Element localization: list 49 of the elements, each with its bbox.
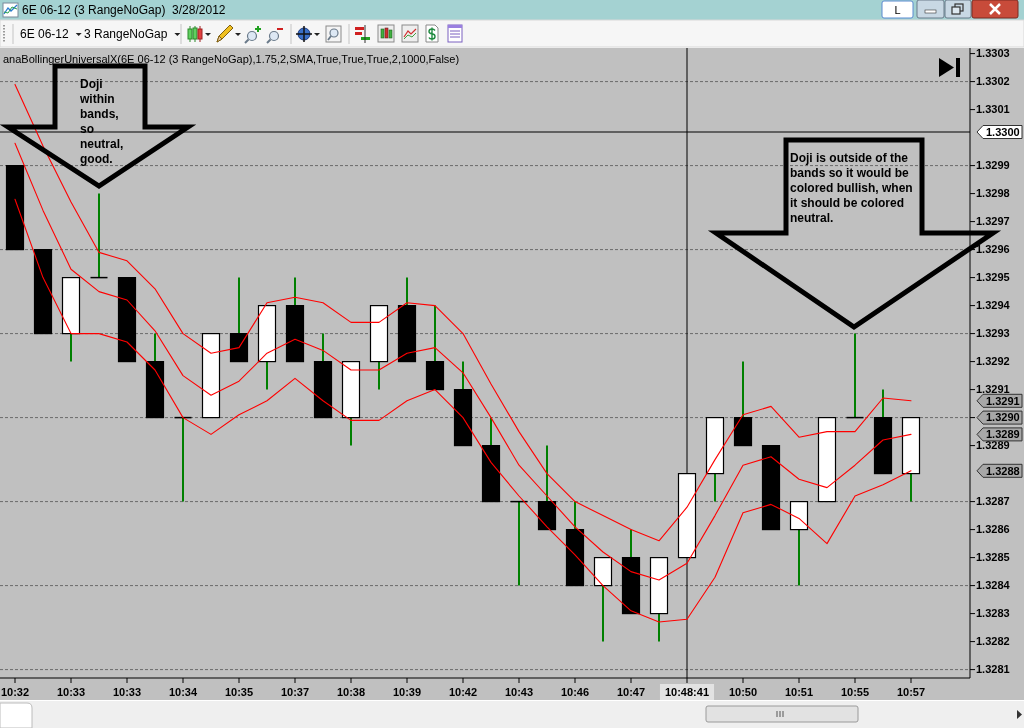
x-tick-label: 10:55 bbox=[840, 685, 870, 698]
y-tick-label: 1.3293 bbox=[976, 327, 1010, 340]
text: 1.3290 bbox=[986, 411, 1020, 424]
x-tick-label: 10:38 bbox=[336, 685, 366, 698]
text: 1.3289 bbox=[986, 428, 1020, 441]
y-tick-label: 1.3287 bbox=[976, 495, 1010, 508]
x-tick-label: 10:39 bbox=[392, 685, 422, 698]
y-tick-label: 1.3302 bbox=[976, 75, 1010, 88]
y-tick-label: 1.3282 bbox=[976, 635, 1010, 648]
x-tick-label: 10:47 bbox=[616, 685, 646, 698]
annotation: Doji is outside of the bands so it would be colored bullish, when it should be colored neutral. bbox=[790, 151, 913, 225]
text: L bbox=[894, 3, 901, 16]
y-tick-label: 1.3283 bbox=[976, 607, 1010, 620]
y-tick-label: 1.3284 bbox=[976, 579, 1011, 592]
x-tick-label: 10:46 bbox=[560, 685, 590, 698]
text: 3 RangeNoGap bbox=[84, 27, 168, 41]
text: 1.3291 bbox=[986, 394, 1020, 407]
x-tick-label: 10:35 bbox=[224, 685, 254, 698]
annotation: anaBollingerUniversalX(6E 06-12 (3 RangeNoGap),1.75,2,SMA,True,True,True,2,1000,False) bbox=[3, 53, 460, 65]
y-tick-label: 1.3299 bbox=[976, 159, 1010, 172]
x-tick-label: 10:42 bbox=[448, 685, 478, 698]
x-tick-label: 10:43 bbox=[504, 685, 534, 698]
x-tick-label: 10:57 bbox=[896, 685, 926, 698]
y-tick-label: 1.3297 bbox=[976, 215, 1010, 228]
y-tick-label: 1.3292 bbox=[976, 355, 1010, 368]
y-tick-label: 1.3296 bbox=[976, 243, 1010, 256]
y-tick-label: 1.3301 bbox=[976, 103, 1010, 116]
x-tick-label: 10:50 bbox=[728, 685, 758, 698]
annotation: Doji within bands, so neutral, good. bbox=[79, 77, 124, 166]
y-tick-label: 1.3281 bbox=[976, 663, 1010, 676]
x-tick-label: 10:51 bbox=[784, 685, 814, 698]
y-tick-label: 1.3295 bbox=[976, 271, 1010, 284]
ref-line-label: 1.3300 bbox=[986, 125, 1020, 138]
chart-title: 6E 06-12 (3 RangeNoGap) 3/28/2012 bbox=[22, 3, 226, 17]
y-tick-label: 1.3286 bbox=[976, 523, 1010, 536]
x-tick-label: 10:34 bbox=[168, 685, 198, 698]
y-tick-label: 1.3289 bbox=[976, 439, 1010, 452]
x-tick-label: 10:48:41 bbox=[664, 685, 710, 698]
y-tick-label: 1.3298 bbox=[976, 187, 1010, 200]
y-tick-label: 1.3303 bbox=[976, 47, 1010, 60]
x-tick-label: 10:37 bbox=[280, 685, 310, 698]
x-tick-label: 10:33 bbox=[112, 685, 142, 698]
text: 1.3288 bbox=[986, 464, 1020, 477]
y-tick-label: 1.3294 bbox=[976, 299, 1011, 312]
y-tick-label: 1.3285 bbox=[976, 551, 1010, 564]
x-tick-label: 10:33 bbox=[56, 685, 86, 698]
text: 6E 06-12 bbox=[20, 27, 70, 41]
x-tick-label: 10:32 bbox=[0, 685, 30, 698]
y-tick-label: 1.3291 bbox=[976, 383, 1010, 396]
